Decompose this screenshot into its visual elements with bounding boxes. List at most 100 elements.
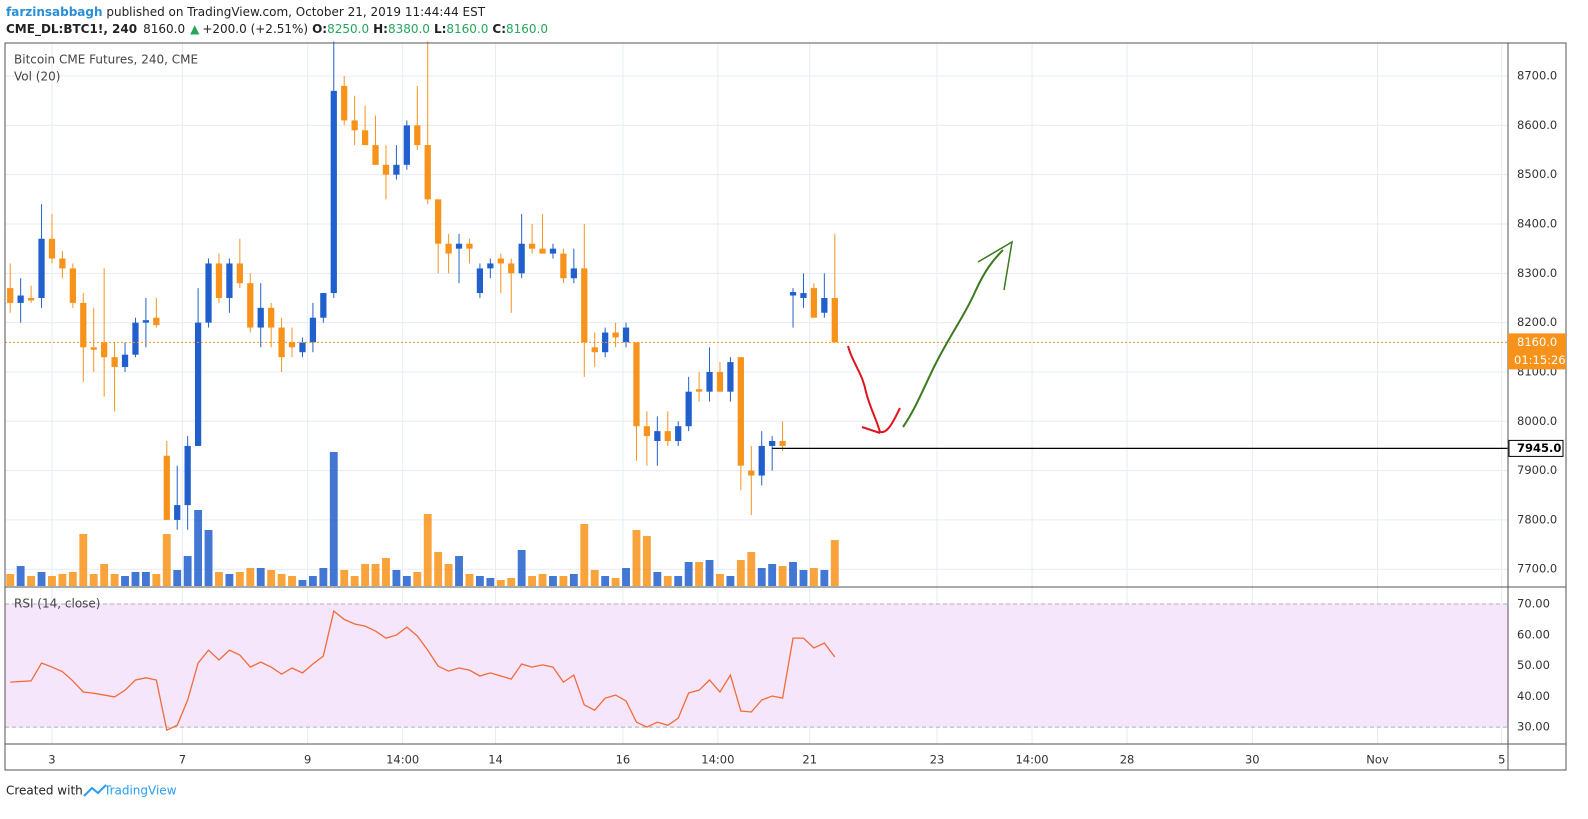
price-label: 8160.0	[1517, 335, 1557, 349]
volume-bar	[58, 574, 67, 586]
candle-body	[101, 342, 108, 358]
volume-bar	[68, 572, 77, 586]
candle-body	[38, 238, 45, 298]
volume-bar	[110, 574, 119, 586]
level-label: 7945.0	[1517, 441, 1561, 455]
drawing-green	[902, 249, 1004, 428]
volume-bar	[37, 572, 46, 586]
volume-bar	[89, 574, 98, 586]
marks	[5, 41, 1508, 732]
volume-bar	[538, 574, 547, 586]
x-tick-label: Nov	[1366, 753, 1389, 767]
volume-bar	[486, 578, 495, 586]
candle-body	[466, 243, 473, 249]
volume-bar	[141, 572, 150, 586]
candle-body	[48, 238, 56, 259]
volume-bar	[622, 568, 630, 586]
drawing-red	[847, 345, 901, 434]
volume-bar	[799, 570, 808, 586]
volume-bar	[267, 570, 276, 586]
candle-body	[591, 347, 598, 353]
candle-body	[487, 263, 494, 269]
candle-body	[800, 293, 807, 298]
volume-bar	[79, 534, 88, 586]
volume-bar	[726, 576, 735, 586]
volume-bar	[611, 578, 620, 586]
candle-body	[372, 145, 379, 165]
candle-body	[142, 320, 150, 323]
chart-title: Bitcoin CME Futures, 240, CME	[14, 53, 198, 67]
candle-body	[622, 327, 630, 343]
rsi-tick-label: 30.00	[1517, 720, 1550, 734]
candle-body	[288, 342, 296, 348]
candle-body	[80, 302, 87, 348]
author: farzinsabbagh	[6, 5, 103, 19]
volume-bar	[215, 572, 223, 586]
candle-body	[194, 322, 202, 446]
frame	[4, 42, 1567, 771]
x-tick-label: 14:00	[701, 753, 734, 767]
symbol: CME_DL:BTC1!, 240	[6, 22, 137, 37]
volume-bar	[820, 570, 829, 586]
c-label: C:	[492, 22, 506, 36]
volume-bar	[162, 534, 171, 586]
candle-body	[163, 455, 170, 520]
candle-body	[341, 85, 348, 121]
candle-body	[508, 263, 515, 274]
candle-body	[435, 199, 442, 244]
volume-bar	[549, 576, 557, 586]
candle-body	[330, 90, 337, 294]
candle-body	[539, 248, 546, 254]
volume-bar	[392, 570, 401, 586]
candle-body	[664, 431, 671, 442]
volume-bar	[6, 574, 15, 586]
x-tick-label: 9	[304, 753, 311, 767]
volume-bar	[121, 576, 129, 586]
volume-bar	[559, 576, 568, 586]
candle-body	[351, 120, 358, 131]
volume-bar	[496, 580, 505, 586]
volume-bar	[569, 574, 578, 586]
candle-body	[528, 243, 536, 249]
candle-body	[737, 357, 744, 466]
candle-body	[706, 371, 713, 392]
open: 8250.0	[327, 22, 369, 36]
published: published on TradingView.com, October 21…	[103, 5, 486, 19]
rsi-tick-label: 70.00	[1517, 597, 1550, 611]
y-tick-label: 8400.0	[1517, 217, 1557, 231]
candle-body	[654, 431, 661, 442]
volume-bar	[653, 572, 662, 586]
candle-body	[111, 357, 118, 368]
candle-body	[455, 243, 463, 249]
y-tick-label: 7800.0	[1517, 512, 1557, 526]
rsi-tick-label: 40.00	[1517, 689, 1550, 703]
candle-body	[414, 125, 421, 146]
x-tick-label: 14:00	[386, 753, 419, 767]
arrow: ▲	[190, 22, 200, 36]
candle-body	[361, 130, 369, 146]
rsi-line	[10, 609, 836, 732]
x-tick-label: 30	[1245, 753, 1260, 767]
candle-body	[560, 253, 567, 279]
countdown: 01:15:26	[1514, 353, 1566, 367]
candle-body	[403, 125, 410, 165]
candle-body	[612, 332, 619, 338]
volume-bar	[517, 550, 526, 586]
volume-bar	[590, 570, 599, 586]
candle-body	[789, 292, 797, 296]
volume-bar	[455, 556, 463, 586]
volume-bar	[736, 560, 745, 586]
volume-bar	[830, 540, 839, 586]
candle-body	[716, 371, 724, 392]
y-tick-label: 8000.0	[1517, 414, 1557, 428]
volume-bar	[716, 574, 724, 586]
volume-bar	[747, 552, 756, 586]
volume-bar	[361, 564, 370, 586]
volume-bar	[402, 576, 411, 586]
volume-bar	[809, 568, 818, 586]
x-tick-label: 23	[930, 753, 945, 767]
candle-body	[675, 426, 682, 442]
low: 8160.0	[446, 22, 488, 36]
candle-body	[309, 317, 317, 343]
y-tick-label: 8300.0	[1517, 266, 1557, 280]
